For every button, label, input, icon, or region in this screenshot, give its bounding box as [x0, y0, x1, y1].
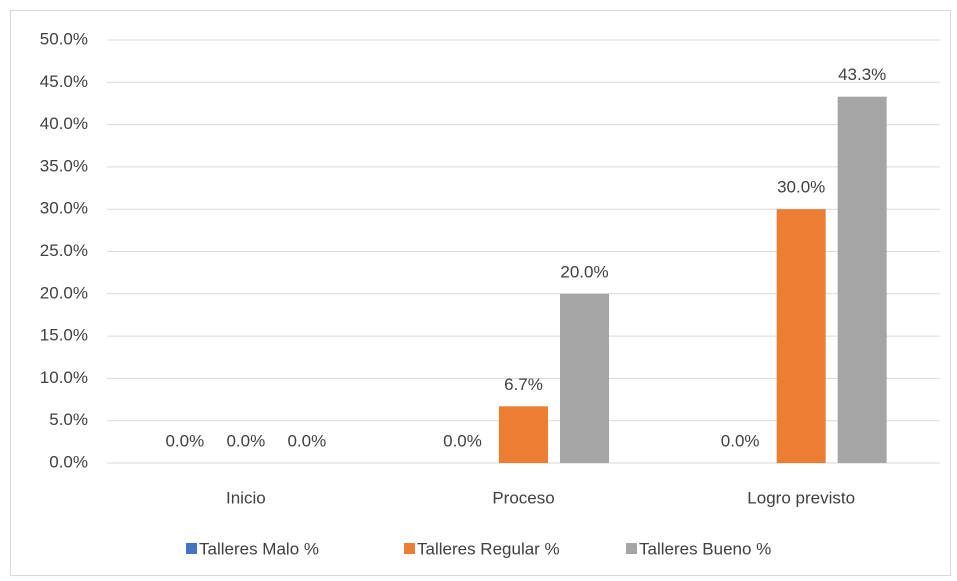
legend-swatch	[186, 543, 197, 554]
y-tick-label: 25.0%	[40, 241, 88, 260]
data-label: 0.0%	[226, 431, 265, 450]
data-label: 43.3%	[838, 65, 886, 84]
y-tick-label: 45.0%	[40, 72, 88, 91]
y-tick-label: 40.0%	[40, 114, 88, 133]
y-tick-label: 30.0%	[40, 199, 88, 218]
y-tick-label: 50.0%	[40, 29, 88, 48]
y-tick-label: 15.0%	[40, 326, 88, 345]
bar	[837, 96, 887, 463]
legend-label: Talleres Bueno %	[639, 539, 771, 558]
x-tick-label: Inicio	[226, 488, 266, 507]
legend-swatch	[404, 543, 415, 554]
bar	[560, 293, 609, 463]
y-tick-label: 10.0%	[40, 368, 88, 387]
y-tick-label: 5.0%	[49, 410, 88, 429]
x-tick-label: Proceso	[492, 488, 554, 507]
bar	[776, 209, 826, 463]
legend-label: Talleres Regular %	[417, 539, 560, 558]
x-tick-label: Logro previsto	[747, 488, 855, 507]
data-label: 20.0%	[560, 262, 608, 281]
y-tick-label: 35.0%	[40, 156, 88, 175]
data-label: 30.0%	[777, 178, 825, 197]
data-label: 0.0%	[287, 431, 326, 450]
y-tick-label: 20.0%	[40, 283, 88, 302]
data-label: 0.0%	[721, 431, 760, 450]
data-label: 6.7%	[504, 375, 543, 394]
data-label: 0.0%	[443, 431, 482, 450]
legend-label: Talleres Malo %	[199, 539, 319, 558]
legend-swatch	[626, 543, 637, 554]
bar	[499, 406, 548, 463]
data-label: 0.0%	[165, 431, 204, 450]
y-tick-label: 0.0%	[49, 452, 88, 471]
